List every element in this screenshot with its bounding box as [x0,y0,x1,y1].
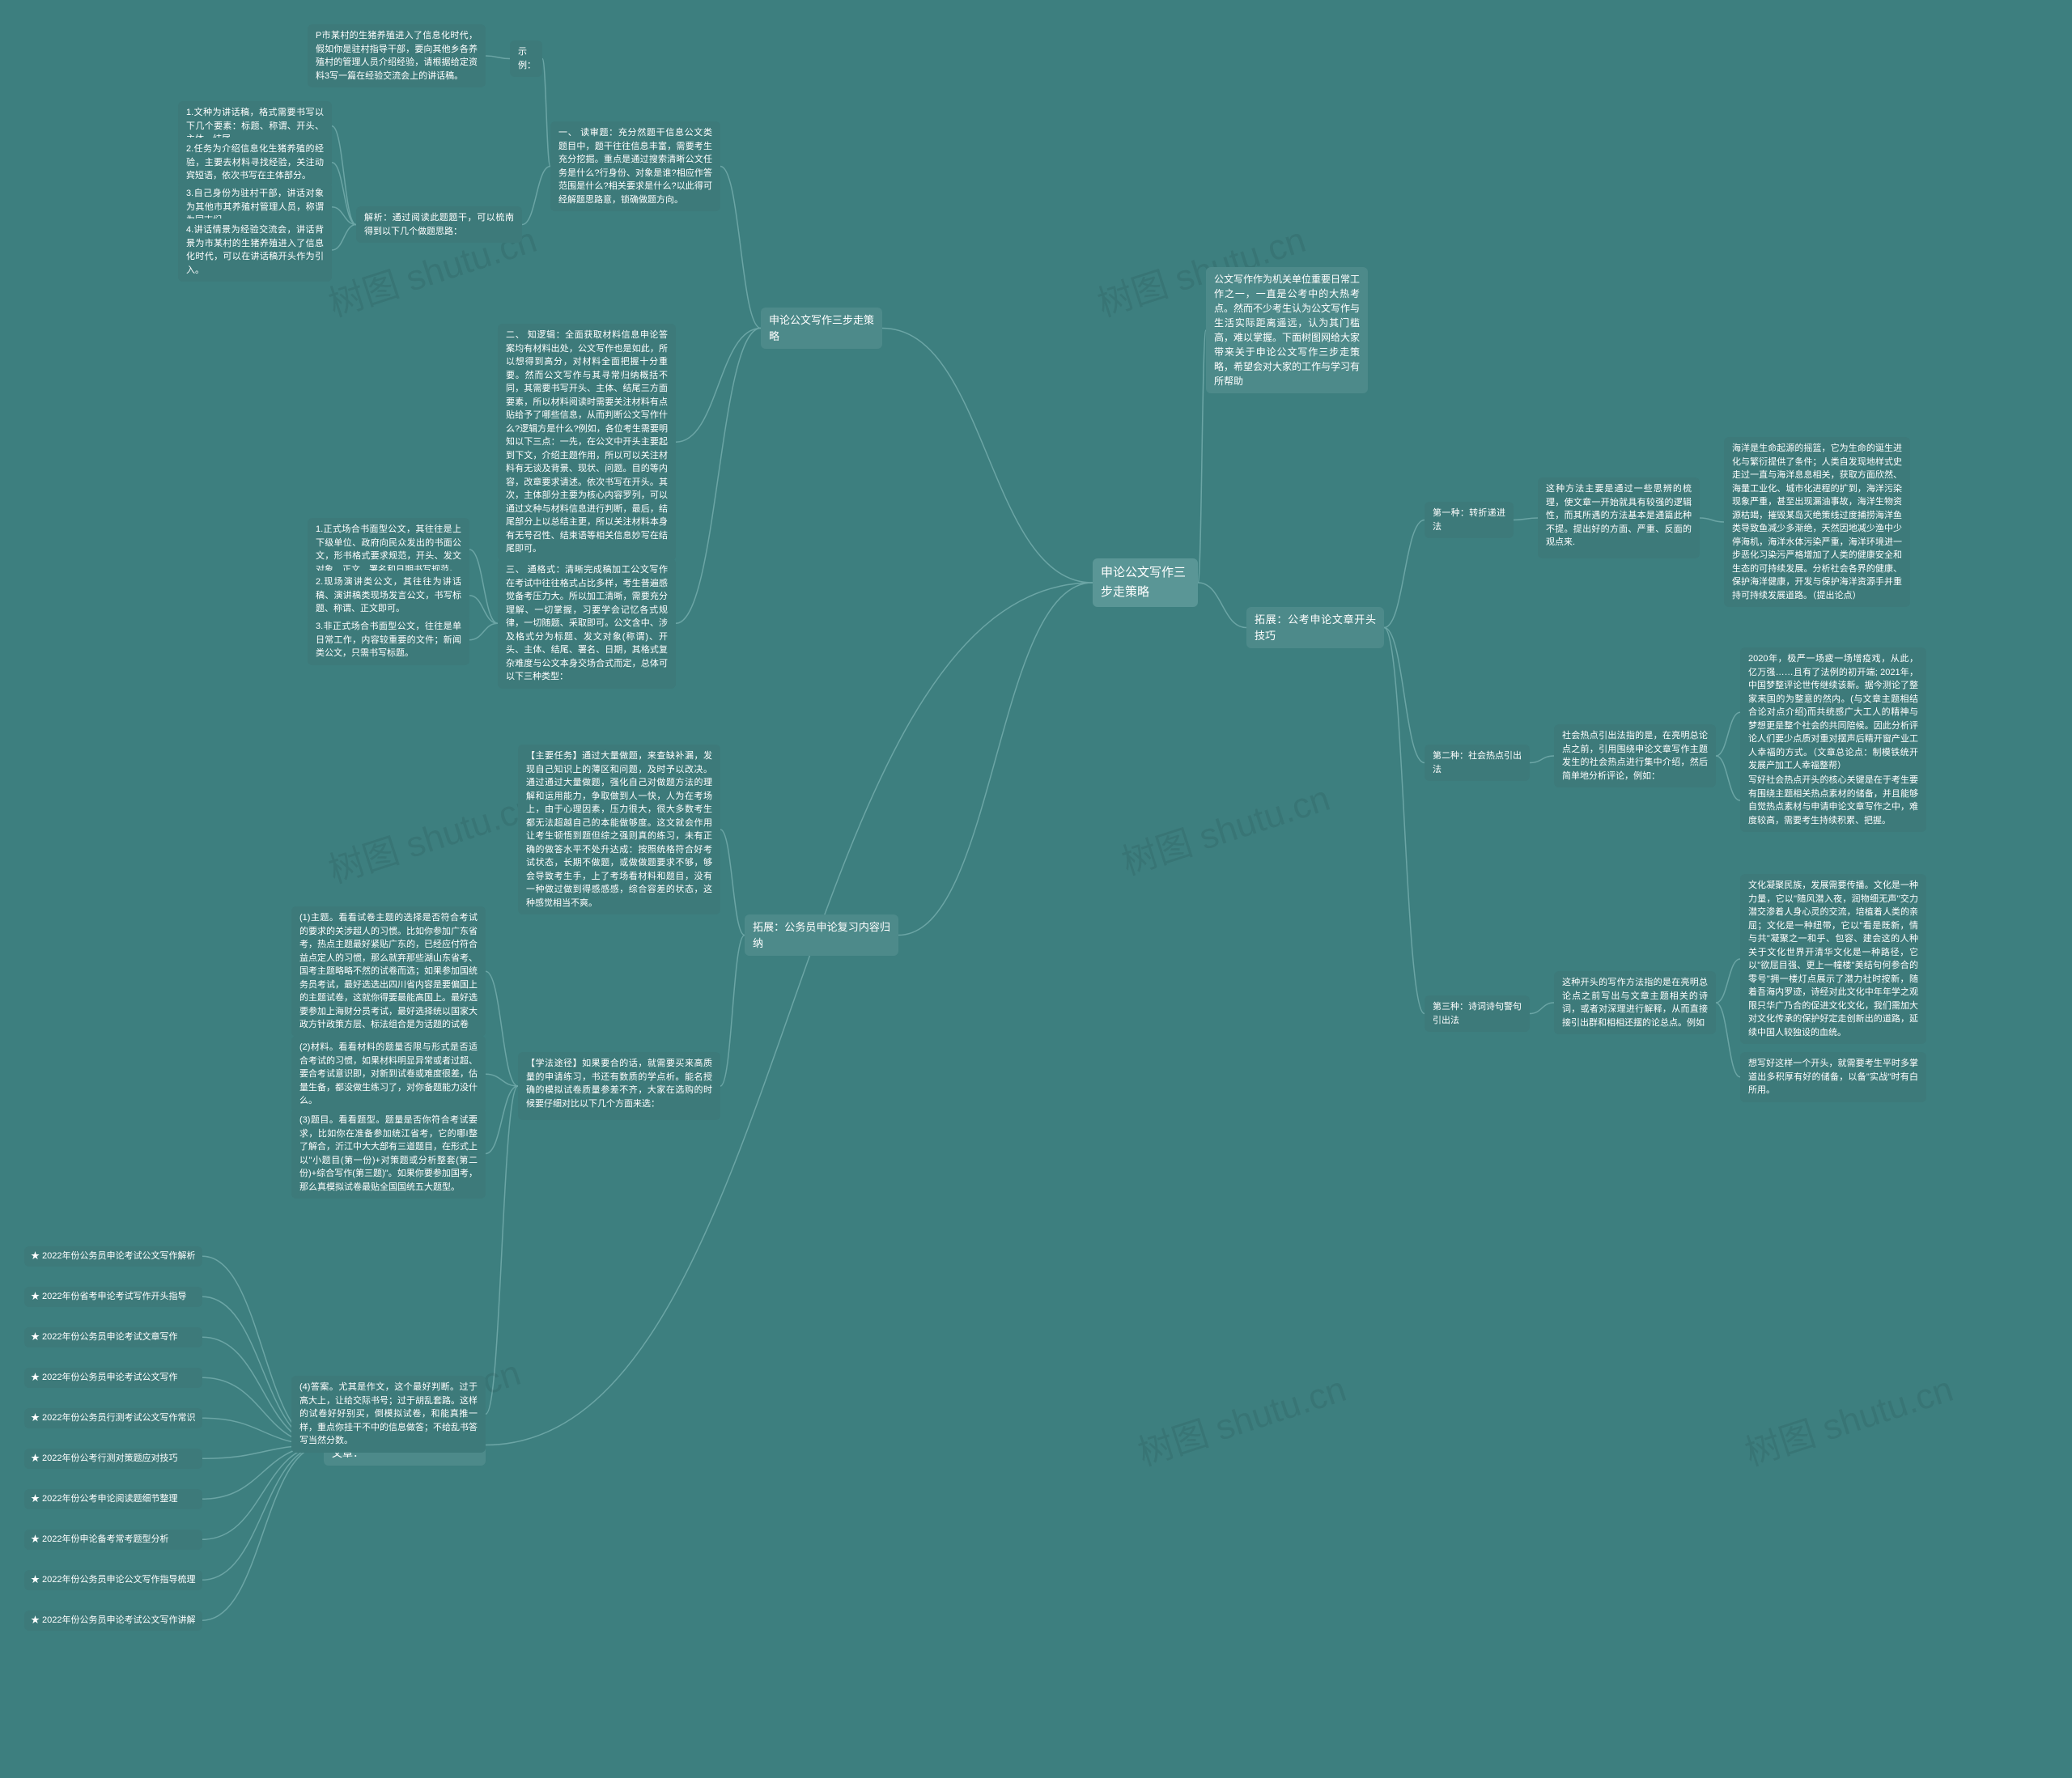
mindmap-node-rel_3[interactable]: ★ 2022年份公务员申论考试文章写作 [24,1327,202,1347]
watermark: 树图 shutu.cn [1131,1360,1352,1475]
edge [1384,628,1424,763]
edge [1384,520,1424,628]
edge [332,207,356,225]
mindmap-node-sb2[interactable]: 二、 知逻辑：全面获取材料信息申论答案均有材料出处，公文写作也是如此，所以想得到… [498,324,676,561]
edge [1716,959,1740,1003]
edge [486,971,518,1086]
edge [332,225,356,251]
edge [332,126,356,225]
edge [676,329,761,624]
mindmap-node-fuxi[interactable]: 拓展：公务员申论复习内容归纳 [745,914,898,956]
edge [1716,1003,1740,1077]
mindmap-node-kaitou[interactable]: 拓展：公考申论文章开头技巧 [1246,607,1384,648]
edge [202,1445,324,1581]
edge [1700,518,1724,522]
mindmap-node-fx_xf_4[interactable]: (4)答案。尤其是作文，这个最好判断。过于高大上，让给交际书号；过于胡乱套路。这… [291,1376,486,1453]
edge [1530,1003,1554,1014]
mindmap-node-sb3_2[interactable]: 2.现场演讲类公文，其往往为讲话稿、演讲稿类现场发言公文，书写标题、称谓、正文即… [308,571,469,621]
edge [542,59,550,167]
mindmap-node-kt2_e1[interactable]: 2020年，极严一场疲一场增疫戏，从此，亿万强……且有了法例的初开端; 2021… [1740,647,1926,778]
mindmap-node-rel_10[interactable]: ★ 2022年份公务员申论考试公文写作讲解 [24,1610,202,1631]
mindmap-node-sb1_ex_t[interactable]: P市某村的生猪养殖进入了信息化时代，假如你是驻村指导干部，要向其他乡各养殖村的管… [308,24,486,87]
edge [486,56,510,59]
mindmap-node-sb1[interactable]: 一、 读审题：充分然题干信息公文类题目中，题干往往信息丰富，需要考生充分挖掘。重… [550,121,720,211]
edge [486,1086,518,1414]
watermark: 树图 shutu.cn [1738,1360,1959,1475]
mindmap-node-fx_xf_3[interactable]: (3)题目。看看题型。题量是否你符合考试要求，比如你在准备参加统江省考，它的哪I… [291,1109,486,1199]
edge [469,596,498,624]
edge [332,163,356,225]
edge [1514,518,1538,520]
edge [469,623,498,640]
mindmap-node-rel_4[interactable]: ★ 2022年份公务员申论考试公文写作 [24,1368,202,1388]
edge [1384,628,1424,1014]
mindmap-node-kt3_c[interactable]: 这种开头的写作方法指的是在亮明总论点之前写出与文章主题相关的诗词，或者对深理进行… [1554,971,1716,1034]
edge [1530,756,1554,763]
mindmap-node-kt1_ex[interactable]: 海洋是生命起源的摇篮，它为生命的诞生进化与繁衍提供了条件；人类自发现地样式史走过… [1724,437,1910,607]
mindmap-node-fx_xf[interactable]: 【学法途径】如果要合的话，就需要买来高质量的申请练习，书还有数质的学点析。能名授… [518,1052,720,1120]
edge [676,329,761,443]
mindmap-node-sb1_jx[interactable]: 解析：通过阅读此题题干，可以梳南得到以下几个做题思路： [356,206,522,243]
mindmap-node-intro[interactable]: 公文写作作为机关单位重要日常工作之一，一直是公考中的大热考点。然而不少考生认为公… [1206,267,1368,393]
edge [1716,756,1740,800]
mindmap-node-rel_2[interactable]: ★ 2022年份省考申论考试写作开头指导 [24,1287,202,1307]
mindmap-root[interactable]: 申论公文写作三步走策略 [1093,558,1198,607]
mindmap-canvas: 树图 shutu.cn 树图 shutu.cn 树图 shutu.cn 树图 shut… [0,0,2072,1778]
mindmap-node-kt3_e1[interactable]: 文化凝聚民族，发展需要传播。文化是一种力量，它以"随风潜入夜，润物细无声"交力潜… [1740,874,1926,1044]
edge [1716,712,1740,756]
edge [202,1445,324,1500]
mindmap-node-rel_7[interactable]: ★ 2022年份公考申论阅读题细节整理 [24,1489,202,1509]
edge [486,1074,518,1086]
edge [720,167,761,329]
mindmap-node-fx_xf_2[interactable]: (2)材料。看看材料的题量否限与形式是否适合考试的习惯，如果材料明显异常或者过超… [291,1036,486,1113]
mindmap-node-rel_1[interactable]: ★ 2022年份公务员申论考试公文写作解析 [24,1246,202,1267]
edge [486,583,1093,1445]
mindmap-node-sb1_jx_4[interactable]: 4.讲话情景为经验交流会，讲话背景为市某村的生猪养殖进入了信息化时代，可以在讲话… [178,219,332,282]
edge [486,1086,518,1154]
mindmap-node-kt2[interactable]: 第二种：社会热点引出法 [1424,745,1530,781]
mindmap-node-kt2_e2[interactable]: 写好社会热点开头的核心关键是在于考生要有围绕主题相关热点素材的储备，并且能够自觉… [1740,769,1926,832]
mindmap-node-rel_6[interactable]: ★ 2022年份公考行测对策题应对技巧 [24,1449,202,1469]
edge [202,1445,324,1540]
edge [898,583,1093,936]
edge [720,830,745,936]
watermark: 树图 shutu.cn [1115,769,1335,885]
mindmap-node-sb1_jx_2[interactable]: 2.任务为介绍信息化生猪养殖的经验，主要去材料寻找经验，关注动宾短语，依次书写在… [178,138,332,188]
mindmap-node-kt3[interactable]: 第三种：诗词诗句警句引出法 [1424,995,1530,1032]
mindmap-node-sanbu[interactable]: 申论公文写作三步走策略 [761,308,882,349]
mindmap-node-fx_task[interactable]: 【主要任务】通过大量做题，来查缺补漏，发现自己知识上的薄区和问题，及时予以改决。… [518,745,720,914]
edge [522,167,550,225]
edge [202,1445,324,1621]
edge [469,550,498,623]
edge [1198,583,1246,628]
edge [720,936,745,1087]
edge [1198,330,1206,583]
mindmap-node-sb3[interactable]: 三、 通格式：清晰完成稿加工公文写作在考试中往往格式占比多样，考生普遍感觉备考压… [498,558,676,689]
edge [882,329,1093,583]
mindmap-node-sb3_3[interactable]: 3.非正式场合书面型公文，往往是单日常工作，内容较重要的文件；新闻类公文，只需书… [308,615,469,665]
mindmap-node-rel_8[interactable]: ★ 2022年份申论备考常考题型分析 [24,1530,202,1550]
watermark: 树图 shutu.cn [321,777,542,893]
mindmap-node-rel_5[interactable]: ★ 2022年份公务员行测考试公文写作常识 [24,1408,202,1428]
mindmap-node-kt1_c[interactable]: 这种方法主要是通过一些思辨的梳理，使文章一开始就具有较强的逻辑性，而其所遇的方法… [1538,477,1700,558]
mindmap-node-rel_9[interactable]: ★ 2022年份公务员申论公文写作指导梳理 [24,1570,202,1590]
mindmap-node-kt1[interactable]: 第一种：转折递进法 [1424,502,1514,538]
mindmap-node-kt2_c[interactable]: 社会热点引出法指的是，在亮明总论点之前，引用围绕申论文章写作主题发生的社会热点进… [1554,724,1716,787]
mindmap-node-sb1_ex[interactable]: 示例： [510,40,542,77]
mindmap-node-kt3_e2[interactable]: 想写好这样一个开头，就需要考生平时多掌道出多积厚有好的储备，以备"实战"时有白所… [1740,1052,1926,1102]
mindmap-node-fx_xf_1[interactable]: (1)主题。看看试卷主题的选择是否符合考试的要求的关涉超人的习惯。比如你参加广东… [291,906,486,1037]
